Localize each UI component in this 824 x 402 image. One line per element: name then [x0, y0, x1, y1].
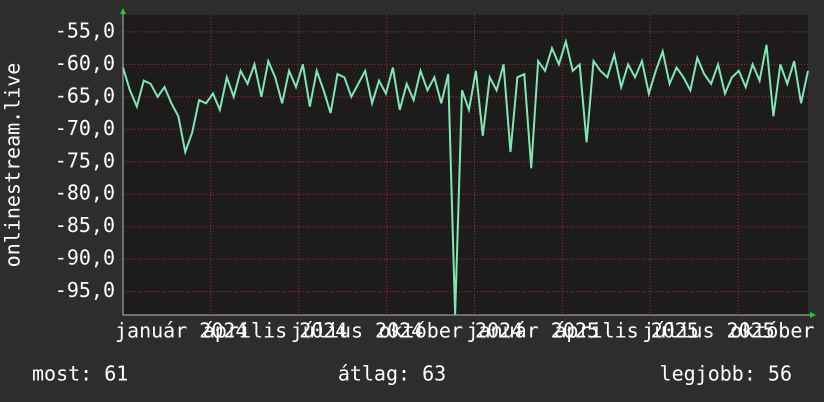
y-tick-label: -80,0: [55, 181, 115, 205]
footer-current: most: 61: [32, 362, 128, 386]
x-tick-label: január 2024: [115, 319, 247, 343]
x-tick-label: január 2025: [466, 319, 598, 343]
x-tick-label: április 2025: [554, 319, 699, 343]
y-tick-label: -55,0: [55, 18, 115, 42]
y-tick-label: -95,0: [55, 278, 115, 302]
y-axis-label: onlinestream.live: [1, 63, 25, 268]
data-line: [122, 37, 809, 315]
x-tick-label: április 2024: [203, 319, 347, 343]
x-tick-label: július 2025: [642, 319, 774, 343]
plot-area: [123, 15, 808, 315]
x-tick-label: október 2024: [379, 319, 524, 343]
footer-average: átlag: 63: [338, 362, 446, 386]
y-tick-label: -75,0: [55, 148, 115, 172]
series: [122, 37, 809, 315]
x-arrow: [810, 312, 816, 318]
y-tick-label: -60,0: [55, 51, 115, 75]
x-tick-label: október 2025: [730, 319, 824, 343]
y-tick-label: -70,0: [55, 116, 115, 140]
footer-best: legjobb: 56: [660, 362, 792, 386]
y-tick-label: -90,0: [55, 246, 115, 270]
y-tick-label: -65,0: [55, 83, 115, 107]
y-tick-label: -85,0: [55, 213, 115, 237]
y-arrow: [120, 8, 126, 14]
x-tick-label: július 2024: [291, 319, 423, 343]
